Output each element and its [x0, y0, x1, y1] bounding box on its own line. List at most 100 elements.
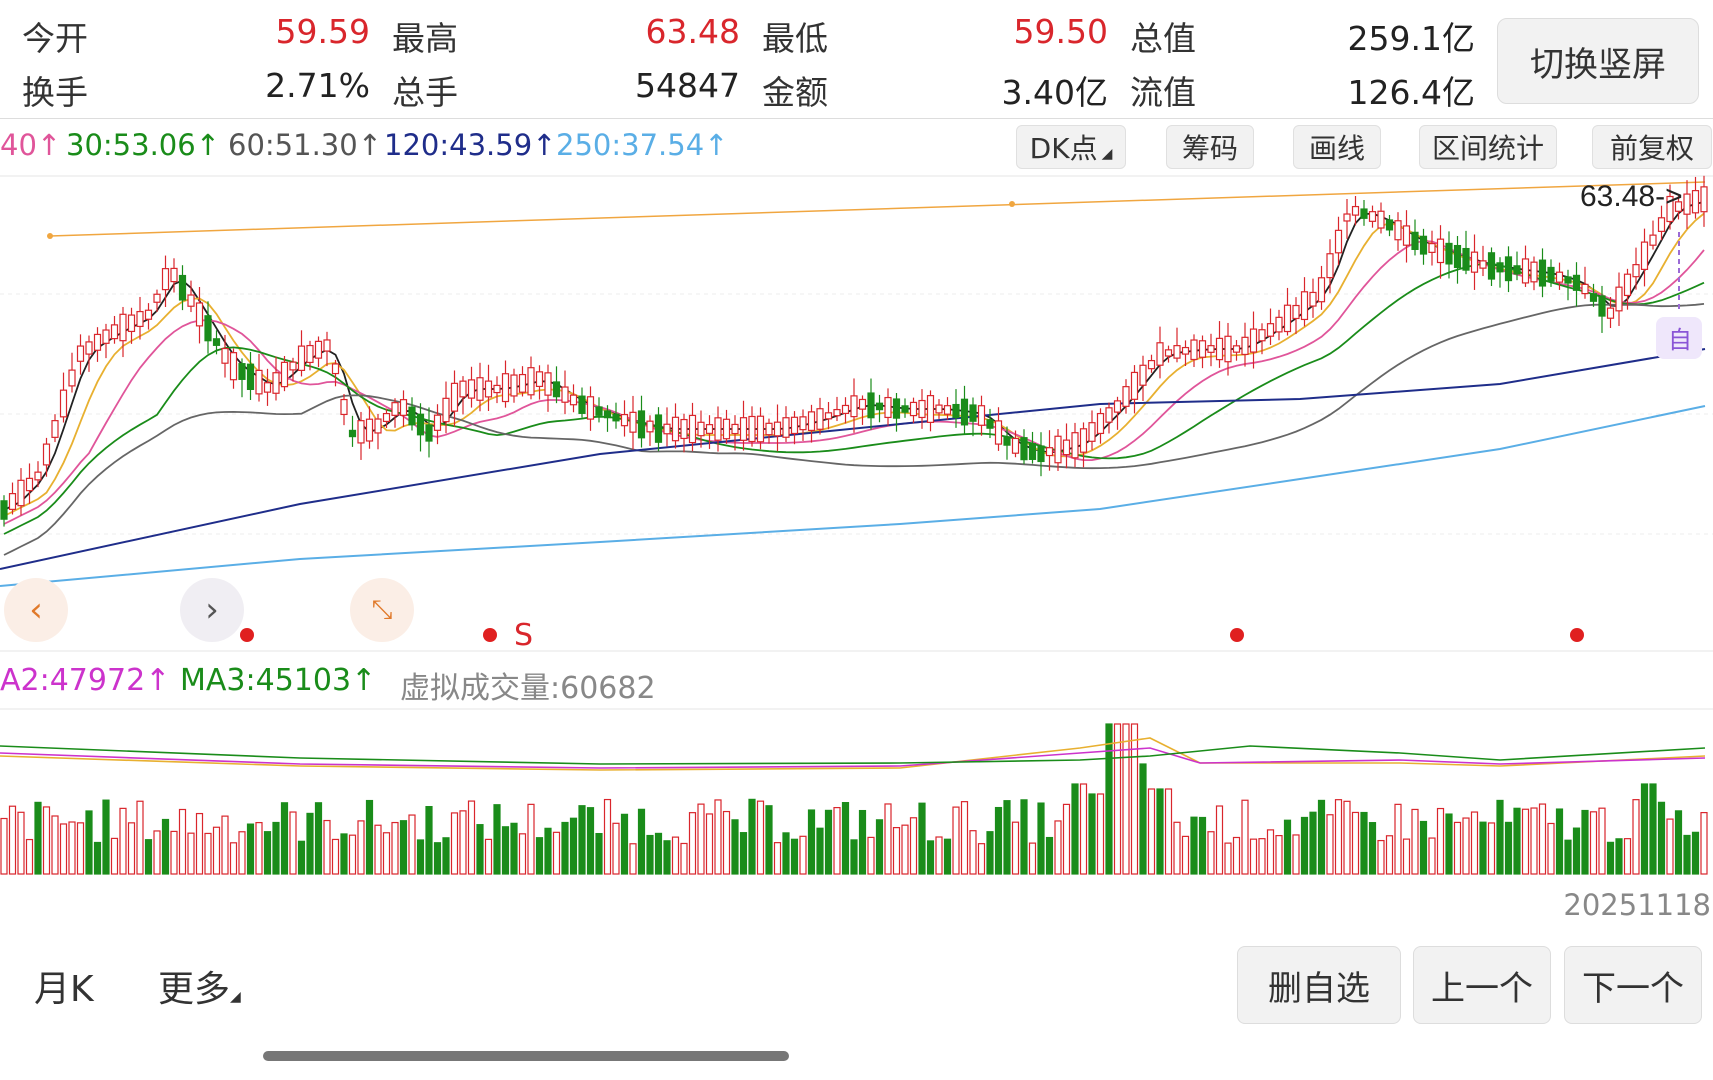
chevron-right-icon[interactable]: ›	[180, 578, 244, 642]
candle-body	[671, 416, 680, 442]
volume-bar	[1173, 821, 1181, 875]
signal-dot	[1570, 628, 1584, 642]
volume-bar	[892, 826, 901, 875]
candlestick-chart[interactable]: 63.48-> 自 S	[0, 174, 1713, 652]
candle-body	[1419, 235, 1428, 255]
volume-bar	[459, 810, 467, 875]
candle-body	[773, 421, 782, 437]
candle-body	[501, 373, 510, 403]
candle-body	[1300, 291, 1309, 321]
volume-indicator: A2:47972↑	[0, 663, 171, 698]
volume-bar	[357, 820, 365, 875]
candle-body	[1054, 435, 1062, 464]
max-price-marker: 63.48->	[1580, 180, 1683, 213]
candle-body	[943, 405, 952, 415]
range-stats-button[interactable]: 区间统计	[1419, 125, 1557, 169]
volume-bar	[901, 824, 909, 875]
volume-bar	[1640, 783, 1649, 875]
volume-bar	[926, 840, 935, 875]
chevron-left-icon[interactable]: ‹	[4, 578, 68, 642]
candle-body	[824, 412, 833, 420]
period-monthly-tab[interactable]: 月K	[34, 969, 94, 1010]
volume-bar	[1113, 723, 1122, 875]
self-select-tag: 自	[1668, 326, 1692, 354]
volume-bar	[323, 819, 331, 875]
collapse-icon[interactable]: ⤡	[350, 578, 414, 642]
candle-body	[1683, 193, 1691, 215]
volume-bar	[510, 822, 518, 875]
volume-bar	[442, 837, 450, 875]
volume-bar	[765, 805, 773, 875]
candle-body	[221, 347, 229, 364]
volume-bar	[833, 806, 841, 875]
candle-body	[663, 423, 671, 435]
volume-bar	[68, 821, 76, 875]
stat-value-open: 59.59	[275, 12, 370, 51]
volume-bar	[1164, 788, 1173, 875]
ma-indicator: 60:51.30↑	[228, 128, 382, 162]
adjust-price-button[interactable]: 前复权	[1592, 125, 1712, 169]
chips-button[interactable]: 筹码	[1166, 125, 1254, 169]
candle-body	[1181, 346, 1190, 355]
volume-bar	[272, 821, 280, 875]
volume-bar	[1538, 803, 1547, 875]
next-stock-button[interactable]: 下一个	[1564, 946, 1702, 1024]
volume-bar	[1479, 821, 1487, 875]
candle-body	[1572, 274, 1581, 291]
volume-bar	[646, 834, 654, 875]
candle-body	[0, 500, 8, 520]
candle-body	[1479, 260, 1487, 269]
candle-body	[1096, 412, 1105, 435]
candle-body	[238, 363, 246, 380]
volume-bar	[688, 812, 697, 875]
volume-bar	[722, 810, 731, 875]
candle-body	[1164, 349, 1173, 357]
volume-ma-line	[0, 747, 1706, 769]
candle-body	[323, 339, 331, 352]
dk-point-button[interactable]: DK点 ◢	[1016, 125, 1126, 169]
candle-body	[1657, 217, 1666, 232]
candle-body	[527, 367, 535, 396]
signal-dot	[483, 628, 497, 642]
volume-bar	[1071, 783, 1079, 875]
previous-stock-button[interactable]: 上一个	[1413, 946, 1551, 1024]
candle-body	[612, 413, 620, 422]
candle-body	[637, 410, 646, 439]
self-select-tag-bg	[1656, 317, 1702, 359]
candle-body	[170, 267, 178, 283]
volume-bar	[943, 838, 952, 875]
volume-chart[interactable]	[0, 708, 1713, 876]
candle-body	[204, 315, 212, 342]
candle-body	[1326, 253, 1334, 279]
candle-body	[1700, 186, 1708, 213]
switch-portrait-button[interactable]: 切换竖屏	[1497, 18, 1699, 104]
volume-bar	[1011, 821, 1020, 875]
draw-line-button[interactable]: 画线	[1293, 125, 1381, 169]
volume-bar	[1266, 829, 1275, 875]
volume-bar	[51, 815, 59, 875]
candle-body	[603, 410, 612, 419]
candle-body	[467, 379, 476, 399]
volume-bar	[1020, 799, 1028, 875]
more-menu[interactable]: 更多◢	[158, 960, 241, 1012]
volume-bar	[1487, 822, 1496, 875]
candle-body	[280, 361, 289, 388]
volume-bar	[1130, 723, 1139, 875]
stat-label-low: 最低	[762, 19, 828, 58]
volume-bar	[1283, 819, 1292, 875]
volume-bar	[561, 821, 569, 875]
candle-body	[459, 380, 467, 398]
candle-body	[586, 396, 595, 420]
volume-bar	[221, 815, 229, 875]
volume-bar	[1181, 835, 1190, 875]
volume-bar	[994, 806, 1003, 875]
candle-body	[331, 363, 340, 375]
candle-body	[408, 406, 416, 426]
volume-bar	[476, 824, 484, 875]
remove-watchlist-button[interactable]: 删自选	[1237, 946, 1401, 1024]
candle-body	[1538, 259, 1547, 287]
candle-body	[1513, 265, 1521, 275]
volume-bar	[969, 830, 977, 875]
candle-body	[1292, 304, 1300, 320]
candle-body	[272, 372, 280, 394]
